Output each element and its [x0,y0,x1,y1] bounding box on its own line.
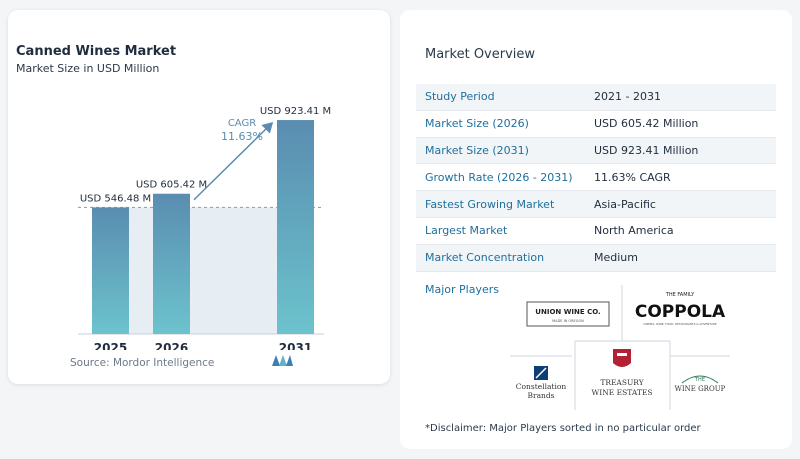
tick-label-2031: 2031 [279,341,312,350]
overview-label: Largest Market [425,224,508,238]
coppola-sub: CINEMA, WINE, FOOD, RESTAURANTS & ADVENT… [643,322,717,326]
major-players-grid: UNION WINE CO. MADE IN OREGON THE FAMILY… [510,285,730,410]
overview-label: Market Size (2031) [425,143,529,157]
overview-value: 11.63% CAGR [594,170,671,184]
source-text: Source: Mordor Intelligence [70,357,215,369]
bar-2031 [277,120,314,335]
overview-row: Market Size (2026) USD 605.42 Million [416,111,776,138]
disclaimer-text: *Disclaimer: Major Players sorted in no … [425,423,701,434]
overview-value: Asia-Pacific [594,197,656,211]
overview-card [400,10,792,449]
coppola-name: COPPOLA [635,302,726,322]
overview-row: Largest Market North America [416,218,776,245]
chart-title: Canned Wines Market [16,44,177,59]
major-players-title: Major Players [425,283,499,296]
tick-label-2025: 2025 [94,341,127,350]
wine-group-name: WINE GROUP [675,385,726,393]
overview-row: Fastest Growing Market Asia-Pacific [416,191,776,218]
overview-label: Fastest Growing Market [425,197,555,211]
coppola-logo: THE FAMILY COPPOLA CINEMA, WINE, FOOD, R… [635,292,726,326]
wine-group-the: THE [694,377,705,383]
constellation-name2: Brands [527,391,554,400]
data-label-2025: USD 546.48 M [80,193,151,204]
cagr-value: 11.63% [221,130,263,143]
coppola-top: THE FAMILY [665,292,695,298]
overview-value: 2021 - 2031 [594,90,661,104]
wine-group-logo: THE WINE GROUP [675,375,726,393]
overview-label: Study Period [425,90,495,104]
union-wine-name: UNION WINE CO. [535,308,600,316]
overview-label: Growth Rate (2026 - 2031) [425,170,573,184]
data-label-2031: USD 923.41 M [260,106,331,117]
tick-label-2026: 2026 [155,341,188,350]
bar-chart: USD 546.48 M 2025 USD 605.42 M 2026 USD 923.… [78,106,331,350]
cagr-arrow [193,121,274,201]
overview-value: USD 923.41 Million [594,143,699,157]
overview-title: Market Overview [425,47,536,62]
treasury-name: TREASURY [600,378,644,387]
overview-row: Growth Rate (2026 - 2031) 11.63% CAGR [416,164,776,192]
overview-row: Study Period 2021 - 2031 [416,84,776,111]
overview-value: USD 605.42 Million [594,117,699,131]
constellation-name: Constellation [516,382,567,391]
chart-subtitle: Market Size in USD Million [16,62,160,75]
mordor-logo-icon [272,355,293,366]
bar-2026 [153,193,190,334]
overview-table: Study Period 2021 - 2031 Market Size (202… [416,84,776,272]
overview-row: Market Size (2031) USD 923.41 Million [416,137,776,165]
constellation-logo: Constellation Brands [516,366,567,400]
cagr-label: CAGR [228,118,256,129]
data-label-2026: USD 605.42 M [136,180,207,191]
treasury-name2: WINE ESTATES [592,388,653,397]
overview-value: North America [594,224,674,238]
treasury-logo: TREASURY WINE ESTATES [592,349,653,397]
overview-label: Market Size (2026) [425,117,529,131]
overview-row: Market Concentration Medium [416,244,776,272]
union-wine-logo: UNION WINE CO. MADE IN OREGON [526,301,610,327]
growth-shade [129,207,277,334]
overview-label: Market Concentration [425,251,545,265]
union-wine-sub: MADE IN OREGON [552,319,584,323]
overview-value: Medium [594,251,638,265]
treasury-crest-icon [613,349,631,367]
bar-2025 [92,207,129,334]
